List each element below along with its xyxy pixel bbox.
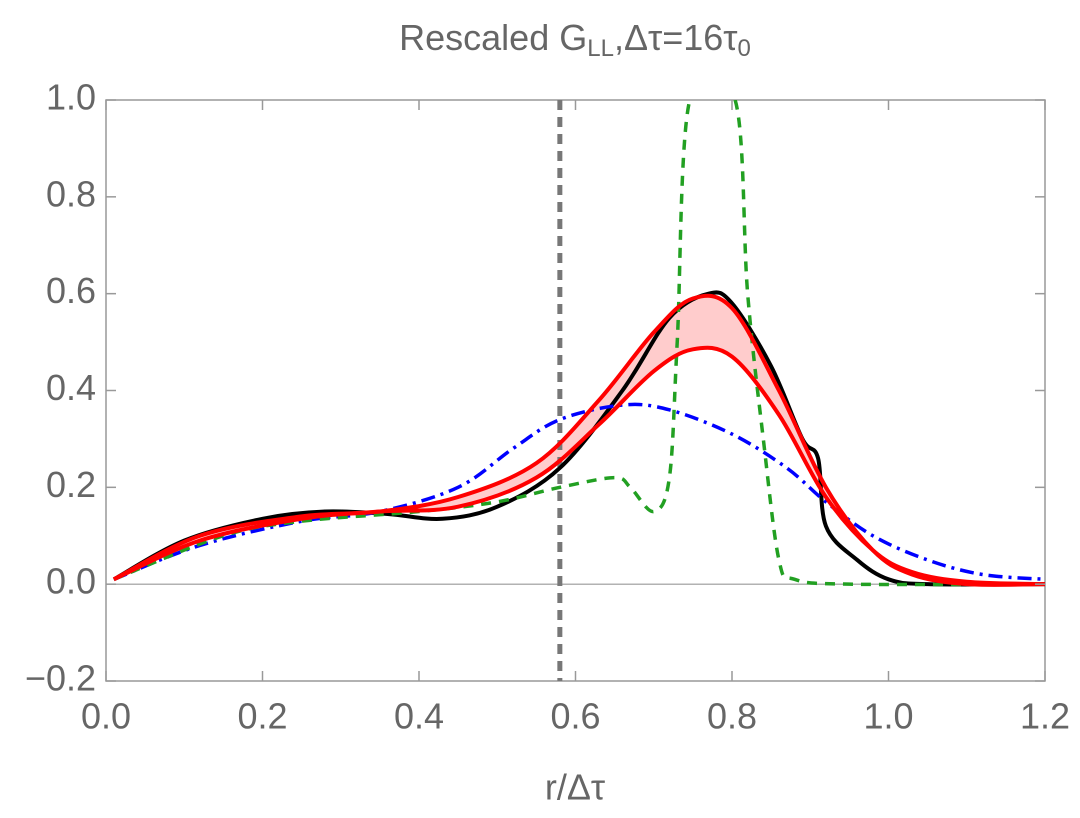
y-tick-label: 0.2 <box>46 464 96 505</box>
title-part: LL <box>587 35 614 62</box>
title-part: Rescaled G <box>399 17 587 58</box>
y-tick-label: 0.4 <box>46 367 96 408</box>
x-tick-label: 0.0 <box>81 696 131 737</box>
x-tick-label: 0.2 <box>237 696 287 737</box>
title-part: 0 <box>738 35 751 62</box>
chart-title: Rescaled GLL,Δτ=16τ0 <box>399 17 751 63</box>
x-tick-label: 0.6 <box>550 696 600 737</box>
x-tick-label: 1.0 <box>863 696 913 737</box>
plot-area <box>106 100 1045 681</box>
title-part: ,Δτ=16τ <box>614 17 738 58</box>
x-tick-label: 1.2 <box>1020 696 1070 737</box>
y-tick-label: 0.0 <box>46 561 96 602</box>
plot-frame <box>105 99 1046 682</box>
series-line <box>113 100 1045 587</box>
x-tick-label: 0.8 <box>707 696 757 737</box>
x-axis-label: r/Δτ <box>545 767 605 808</box>
series-line <box>113 345 1045 587</box>
y-tick-label: −0.2 <box>25 658 96 699</box>
x-tick-label: 0.4 <box>394 696 444 737</box>
y-tick-label: 1.0 <box>46 77 96 118</box>
y-tick-label: 0.8 <box>46 173 96 214</box>
y-tick-label: 0.6 <box>46 270 96 311</box>
